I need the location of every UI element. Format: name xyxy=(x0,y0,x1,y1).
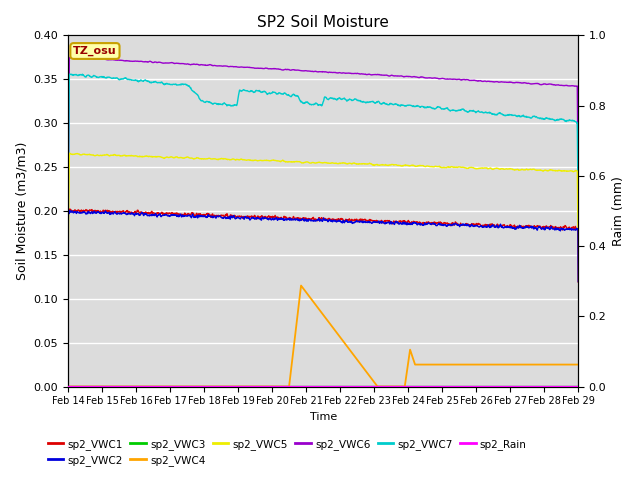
Y-axis label: Raim (mm): Raim (mm) xyxy=(612,176,625,246)
Legend: sp2_VWC1, sp2_VWC2, sp2_VWC3, sp2_VWC4, sp2_VWC5, sp2_VWC6, sp2_VWC7, sp2_Rain: sp2_VWC1, sp2_VWC2, sp2_VWC3, sp2_VWC4, … xyxy=(44,434,531,470)
X-axis label: Time: Time xyxy=(310,412,337,422)
Y-axis label: Soil Moisture (m3/m3): Soil Moisture (m3/m3) xyxy=(15,142,28,280)
Text: TZ_osu: TZ_osu xyxy=(73,46,116,56)
Title: SP2 Soil Moisture: SP2 Soil Moisture xyxy=(257,15,389,30)
